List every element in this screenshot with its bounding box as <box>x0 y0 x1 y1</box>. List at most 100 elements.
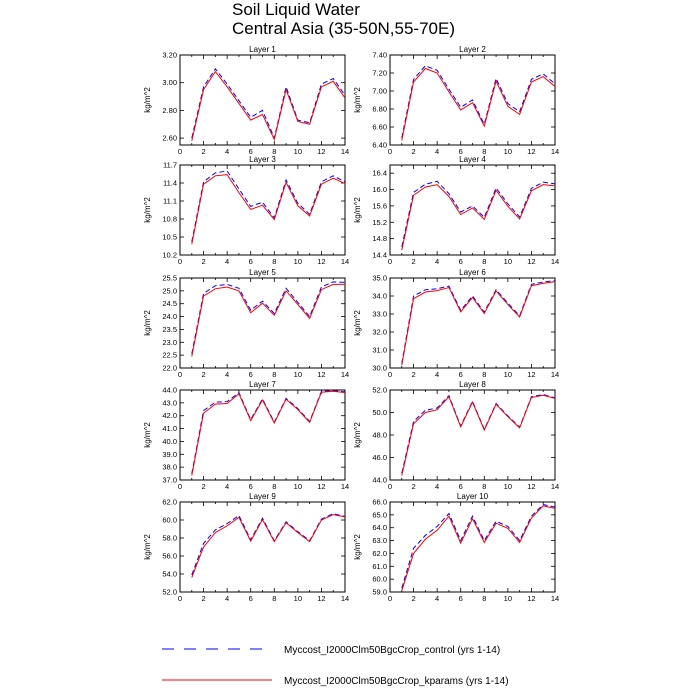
y-tick-label: 7.20 <box>372 69 387 78</box>
x-tick-label: 0 <box>388 257 392 266</box>
series-line-kparams <box>401 281 556 366</box>
x-tick-label: 2 <box>201 147 205 156</box>
y-tick-label: 25.0 <box>162 286 177 295</box>
y-tick-label: 42.0 <box>162 411 177 420</box>
x-tick-label: 0 <box>178 147 182 156</box>
panel-layer-6: Layer 6 kg/m^2 0 2 4 6 8 10 12 14 30.0 31.0 32.0 33.0… <box>353 268 559 379</box>
x-tick-label: 8 <box>272 594 276 603</box>
y-tick-label: 11.7 <box>163 161 177 170</box>
y-tick-label: 23.5 <box>162 325 177 334</box>
y-tick-label: 38.0 <box>162 463 177 472</box>
x-tick-label: 2 <box>411 482 415 491</box>
y-tick-label: 39.0 <box>162 450 177 459</box>
x-tick-label: 10 <box>504 147 512 156</box>
series-line-kparams <box>401 67 556 141</box>
y-tick-label: 16.4 <box>372 169 387 178</box>
x-tick-label: 14 <box>551 482 559 491</box>
y-tick-label: 7.00 <box>372 87 387 96</box>
x-tick-label: 6 <box>459 257 463 266</box>
figure-title-line-2: Central Asia (35-50N,55-70E) <box>232 19 456 38</box>
x-tick-label: 6 <box>459 482 463 491</box>
x-tick-label: 6 <box>459 370 463 379</box>
y-tick-label: 24.5 <box>162 299 177 308</box>
x-tick-label: 14 <box>341 370 349 379</box>
panel-title: Layer 3 <box>249 155 276 164</box>
x-tick-label: 0 <box>388 594 392 603</box>
y-tick-label: 62.0 <box>162 498 177 507</box>
panel-title: Layer 4 <box>459 155 486 164</box>
x-tick-label: 14 <box>341 147 349 156</box>
series-line-kparams <box>191 283 345 357</box>
figure-title: Soil Liquid Water Central Asia (35-50N,5… <box>232 0 455 38</box>
y-tick-label: 3.00 <box>162 78 177 87</box>
y-tick-label: 2.60 <box>162 134 177 143</box>
x-tick-label: 12 <box>317 257 325 266</box>
panel-layer-4: Layer 4 kg/m^2 0 2 4 6 8 10 12 14 14.4 14.8 15.2 15.6… <box>353 155 559 266</box>
y-tick-label: 62.0 <box>372 549 387 558</box>
y-tick-label: 65.0 <box>372 510 387 519</box>
x-tick-label: 4 <box>225 370 229 379</box>
y-tick-label: 31.0 <box>372 346 387 355</box>
y-tick-label: 48.0 <box>372 431 387 440</box>
panel-title: Layer 8 <box>459 380 486 389</box>
y-tick-label: 37.0 <box>162 476 177 485</box>
panel-title: Layer 5 <box>249 268 276 277</box>
x-tick-label: 2 <box>201 370 205 379</box>
y-tick-label: 58.0 <box>162 534 177 543</box>
y-axis-label: kg/m^2 <box>143 197 152 223</box>
panel-layer-5: Layer 5 kg/m^2 0 2 4 6 8 10 12 14 22.0 22.5 23.0 23.5… <box>143 268 349 379</box>
y-tick-label: 52.0 <box>372 386 387 395</box>
x-tick-label: 4 <box>435 370 439 379</box>
x-tick-label: 12 <box>527 147 535 156</box>
x-tick-label: 12 <box>527 594 535 603</box>
y-tick-label: 46.0 <box>372 453 387 462</box>
y-tick-label: 2.80 <box>162 106 177 115</box>
x-tick-label: 4 <box>435 147 439 156</box>
x-tick-label: 4 <box>225 594 229 603</box>
x-tick-label: 0 <box>178 482 182 491</box>
panel-title: Layer 7 <box>249 380 276 389</box>
y-axis-label: kg/m^2 <box>353 534 362 560</box>
y-axis-label: kg/m^2 <box>143 87 152 113</box>
x-tick-label: 0 <box>388 370 392 379</box>
x-tick-label: 2 <box>411 147 415 156</box>
series-line-control <box>191 513 346 576</box>
x-tick-label: 12 <box>527 257 535 266</box>
x-tick-label: 0 <box>178 594 182 603</box>
x-tick-label: 0 <box>388 482 392 491</box>
x-tick-label: 10 <box>504 370 512 379</box>
y-tick-label: 23.0 <box>162 338 177 347</box>
y-tick-label: 35.0 <box>372 274 387 283</box>
y-axis-label: kg/m^2 <box>143 534 152 560</box>
x-tick-label: 4 <box>435 594 439 603</box>
series-line-control <box>401 504 556 589</box>
y-tick-label: 24.0 <box>162 312 177 321</box>
y-tick-label: 54.0 <box>162 570 177 579</box>
y-tick-label: 44.0 <box>372 476 387 485</box>
series-line-kparams <box>401 505 556 591</box>
series-line-kparams <box>191 390 346 476</box>
panel-title: Layer 1 <box>249 45 276 54</box>
x-tick-label: 12 <box>317 370 325 379</box>
x-tick-label: 8 <box>272 482 276 491</box>
x-tick-label: 10 <box>504 594 512 603</box>
x-tick-label: 10 <box>504 482 512 491</box>
y-tick-label: 11.1 <box>163 197 177 206</box>
panel-title: Layer 10 <box>457 492 489 501</box>
y-tick-label: 14.4 <box>372 251 387 260</box>
y-tick-label: 34.0 <box>372 292 387 301</box>
y-tick-label: 15.6 <box>372 201 387 210</box>
series-line-control <box>401 393 556 474</box>
y-tick-label: 50.0 <box>372 408 387 417</box>
x-tick-label: 2 <box>201 482 205 491</box>
x-tick-label: 10 <box>294 370 302 379</box>
panel-layer-1: Layer 1 kg/m^2 0 2 4 6 8 10 12 14 2.60 2.80 3.00 3.20 <box>143 45 349 156</box>
series-line-kparams <box>191 174 346 245</box>
y-axis-label: kg/m^2 <box>353 310 362 336</box>
panel-layer-3: Layer 3 kg/m^2 0 2 4 6 8 10 12 14 10.2 10.5 10.8 11.1… <box>143 155 349 266</box>
series-line-control <box>191 67 346 140</box>
y-tick-label: 44.0 <box>162 386 177 395</box>
x-tick-label: 0 <box>388 147 392 156</box>
x-tick-label: 0 <box>178 257 182 266</box>
y-tick-label: 10.5 <box>162 233 177 242</box>
